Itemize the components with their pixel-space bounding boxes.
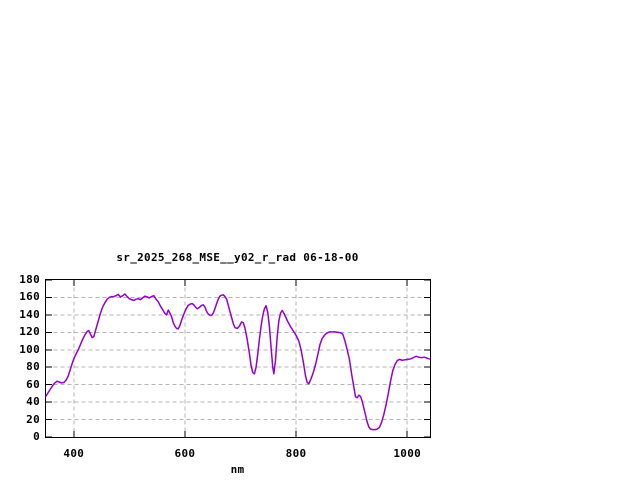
x-axis-label: nm: [230, 463, 245, 476]
y-tick-label-140: 140: [19, 307, 40, 321]
chart-title: sr_2025_268_MSE__y02_r_rad 06-18-00: [116, 251, 359, 264]
y-tick-label-100: 100: [19, 342, 40, 356]
x-tick-label-1000: 1000: [393, 447, 422, 460]
y-tick-label-80: 80: [26, 360, 40, 374]
y-tick-label-20: 20: [26, 412, 40, 426]
y-tick-label-160: 160: [19, 290, 40, 304]
plot-area: [45, 279, 431, 438]
y-tick-label-40: 40: [26, 395, 40, 409]
x-tick-label-600: 600: [174, 447, 196, 460]
data-series-line: [45, 293, 431, 431]
y-tick-label-60: 60: [26, 377, 40, 391]
x-tick-label-800: 800: [285, 447, 307, 460]
y-tick-label-0: 0: [33, 430, 40, 443]
y-tick-label-120: 120: [19, 325, 40, 339]
x-tick-label-400: 400: [63, 447, 85, 460]
y-tick-label-180: 180: [19, 273, 40, 286]
